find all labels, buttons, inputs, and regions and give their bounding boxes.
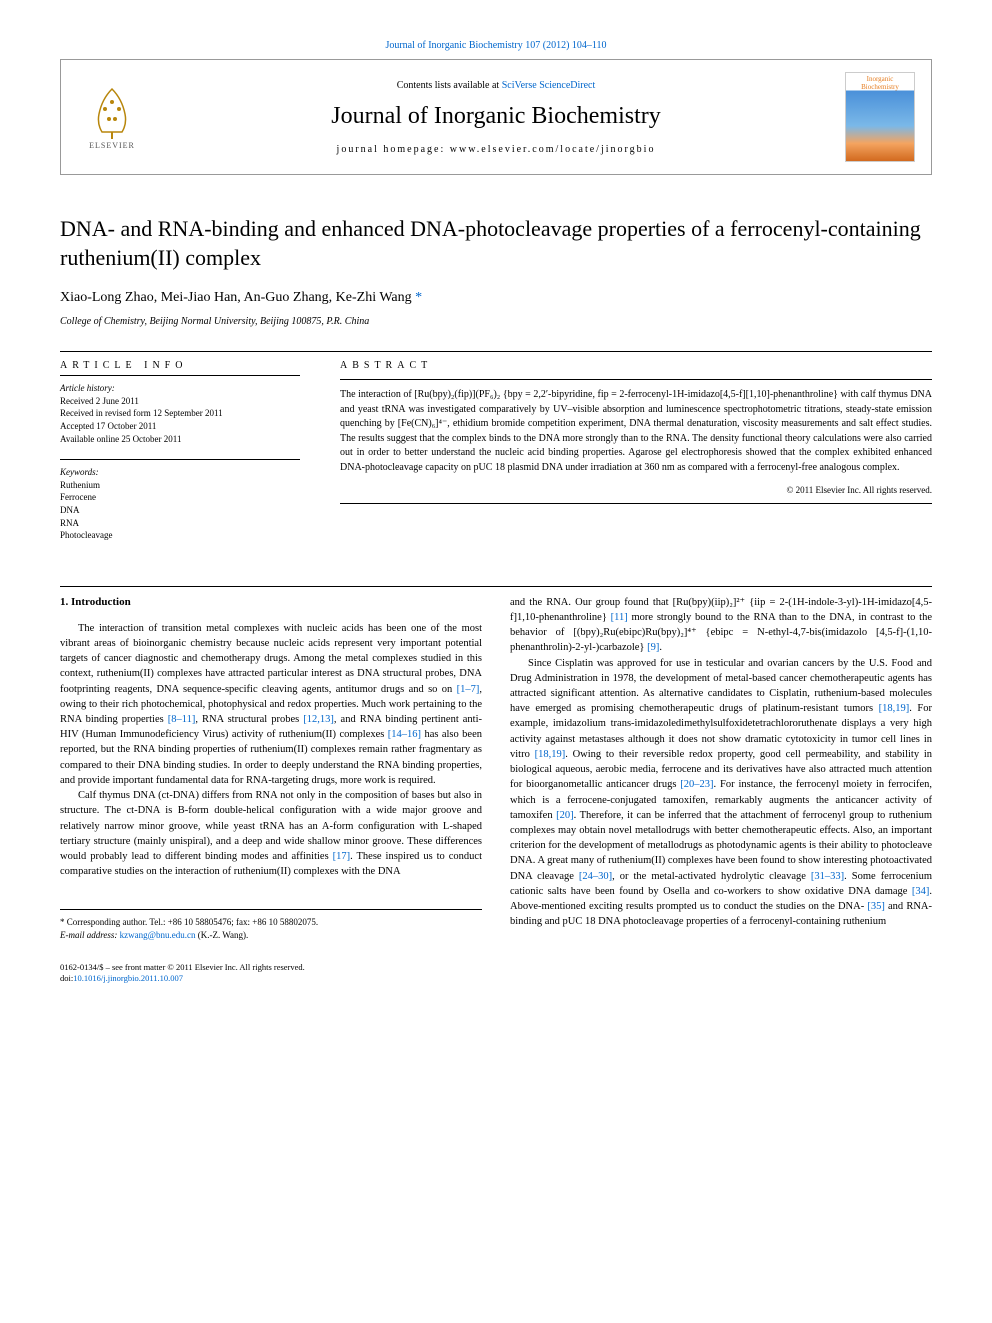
ref-link[interactable]: [31–33] bbox=[811, 871, 844, 882]
intro-p3: and the RNA. Our group found that [Ru(bp… bbox=[510, 595, 932, 656]
online-date: Available online 25 October 2011 bbox=[60, 433, 300, 446]
elsevier-logo: ELSEVIER bbox=[77, 77, 147, 157]
keywords-label: Keywords: bbox=[60, 466, 300, 479]
top-citation: Journal of Inorganic Biochemistry 107 (2… bbox=[60, 40, 932, 51]
article-title: DNA- and RNA-binding and enhanced DNA-ph… bbox=[60, 215, 932, 272]
elsevier-tree-icon bbox=[87, 84, 137, 139]
top-citation-link[interactable]: Journal of Inorganic Biochemistry 107 (2… bbox=[385, 40, 606, 51]
journal-header: ELSEVIER Contents lists available at Sci… bbox=[60, 59, 932, 175]
abstract-column: ABSTRACT The interaction of [Ru(bpy)₂(fi… bbox=[340, 360, 932, 556]
keyword: RNA bbox=[60, 517, 300, 530]
ref-link[interactable]: [11] bbox=[611, 612, 628, 623]
keyword: Photocleavage bbox=[60, 529, 300, 542]
abstract-copyright: © 2011 Elsevier Inc. All rights reserved… bbox=[340, 485, 932, 495]
doi-label: doi: bbox=[60, 973, 73, 983]
ref-link[interactable]: [8–11] bbox=[168, 714, 196, 725]
elsevier-text: ELSEVIER bbox=[89, 141, 135, 150]
authors-names: Xiao-Long Zhao, Mei-Jiao Han, An-Guo Zha… bbox=[60, 290, 412, 305]
header-center: Contents lists available at SciVerse Sci… bbox=[147, 80, 845, 155]
journal-cover-thumbnail: Inorganic Biochemistry bbox=[845, 72, 915, 162]
keyword: DNA bbox=[60, 504, 300, 517]
corresponding-mark[interactable]: * bbox=[415, 290, 422, 305]
authors-line: Xiao-Long Zhao, Mei-Jiao Han, An-Guo Zha… bbox=[60, 290, 932, 306]
homepage-label: journal homepage: bbox=[337, 144, 450, 155]
revised-date: Received in revised form 12 September 20… bbox=[60, 407, 300, 420]
intro-p2: Calf thymus DNA (ct-DNA) differs from RN… bbox=[60, 788, 482, 879]
meta-abstract-row: ARTICLE INFO Article history: Received 2… bbox=[60, 360, 932, 556]
ref-link[interactable]: [9] bbox=[647, 642, 659, 653]
ref-link[interactable]: [34] bbox=[912, 886, 930, 897]
homepage-line: journal homepage: www.elsevier.com/locat… bbox=[147, 144, 845, 155]
divider-mid bbox=[60, 586, 932, 587]
intro-p1: The interaction of transition metal comp… bbox=[60, 621, 482, 788]
sciencedirect-link[interactable]: SciVerse ScienceDirect bbox=[502, 80, 596, 91]
history-label: Article history: bbox=[60, 382, 300, 395]
affiliation: College of Chemistry, Beijing Normal Uni… bbox=[60, 316, 932, 327]
intro-p4: Since Cisplatin was approved for use in … bbox=[510, 656, 932, 930]
doi-line: doi:10.1016/j.jinorgbio.2011.10.007 bbox=[60, 973, 932, 985]
corr-email-line: E-mail address: kzwang@bnu.edu.cn (K.-Z.… bbox=[60, 929, 482, 942]
contents-line: Contents lists available at SciVerse Sci… bbox=[147, 80, 845, 91]
corr-author-tel: * Corresponding author. Tel.: +86 10 588… bbox=[60, 916, 482, 929]
ref-link[interactable]: [20–23] bbox=[680, 779, 713, 790]
email-label: E-mail address: bbox=[60, 930, 120, 940]
issn-line: 0162-0134/$ – see front matter © 2011 El… bbox=[60, 962, 932, 974]
body-columns: 1. Introduction The interaction of trans… bbox=[60, 595, 932, 942]
article-info-column: ARTICLE INFO Article history: Received 2… bbox=[60, 360, 300, 556]
corresponding-footnote: * Corresponding author. Tel.: +86 10 588… bbox=[60, 909, 482, 941]
contents-prefix: Contents lists available at bbox=[397, 80, 502, 91]
received-date: Received 2 June 2011 bbox=[60, 395, 300, 408]
article-info-heading: ARTICLE INFO bbox=[60, 360, 300, 371]
abstract-text: The interaction of [Ru(bpy)₂(fip)](PF₆)₂… bbox=[340, 388, 932, 475]
doi-link[interactable]: 10.1016/j.jinorgbio.2011.10.007 bbox=[73, 973, 183, 983]
keyword: Ruthenium bbox=[60, 479, 300, 492]
homepage-url[interactable]: www.elsevier.com/locate/jinorgbio bbox=[450, 144, 656, 155]
intro-heading: 1. Introduction bbox=[60, 595, 482, 611]
left-column: 1. Introduction The interaction of trans… bbox=[60, 595, 482, 942]
divider-top bbox=[60, 351, 932, 352]
abstract-heading: ABSTRACT bbox=[340, 360, 932, 371]
journal-name: Journal of Inorganic Biochemistry bbox=[147, 103, 845, 130]
right-column: and the RNA. Our group found that [Ru(bp… bbox=[510, 595, 932, 942]
article-history: Article history: Received 2 June 2011 Re… bbox=[60, 382, 300, 445]
ref-link[interactable]: [12,13] bbox=[303, 714, 334, 725]
ref-link[interactable]: [35] bbox=[867, 901, 885, 912]
ref-link[interactable]: [18,19] bbox=[879, 703, 910, 714]
ref-link[interactable]: [1–7] bbox=[457, 684, 480, 695]
ref-link[interactable]: [20] bbox=[556, 810, 574, 821]
keyword: Ferrocene bbox=[60, 491, 300, 504]
keywords-block: Keywords: Ruthenium Ferrocene DNA RNA Ph… bbox=[60, 466, 300, 542]
ref-link[interactable]: [24–30] bbox=[579, 871, 612, 882]
email-suffix: (K.-Z. Wang). bbox=[195, 930, 248, 940]
accepted-date: Accepted 17 October 2011 bbox=[60, 420, 300, 433]
ref-link[interactable]: [18,19] bbox=[535, 749, 566, 760]
ref-link[interactable]: [14–16] bbox=[388, 729, 421, 740]
bottom-meta: 0162-0134/$ – see front matter © 2011 El… bbox=[60, 962, 932, 986]
ref-link[interactable]: [17] bbox=[333, 851, 351, 862]
email-link[interactable]: kzwang@bnu.edu.cn bbox=[120, 930, 196, 940]
cover-title: Inorganic Biochemistry bbox=[848, 75, 912, 91]
